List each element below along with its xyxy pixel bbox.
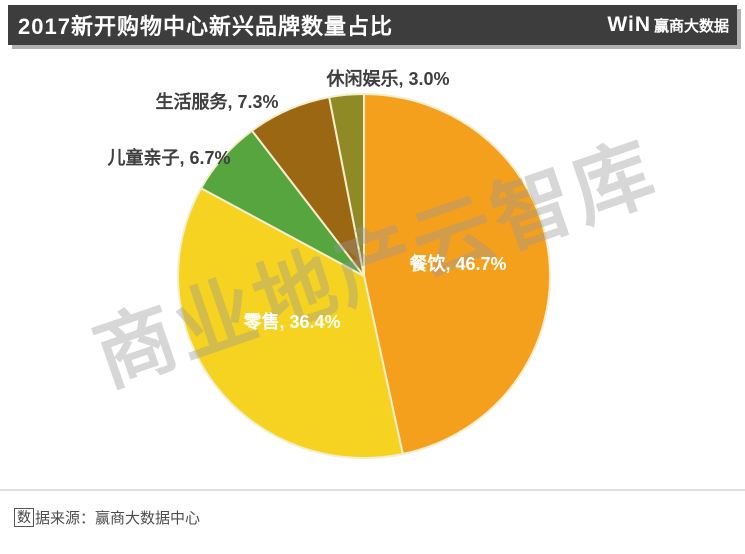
footer-divider [0, 489, 745, 491]
pie-slice-label-0: 餐饮, 46.7% [409, 254, 507, 274]
source-badge-icon: 数 [14, 508, 34, 527]
pie-slice-0 [363, 93, 551, 455]
pie-slice-1 [177, 187, 404, 459]
pie-slice-label-4: 休闲娱乐, 3.0% [326, 69, 450, 89]
header-bar: 2017新开购物中心新兴品牌数量占比 WiN 赢商大数据 [8, 5, 737, 45]
pie-slice-4 [328, 92, 365, 277]
data-source-note: 数 据来源：赢商大数据中心 [14, 507, 200, 528]
pie-slice-label-2: 儿童亲子, 6.7% [107, 148, 231, 168]
page-title: 2017新开购物中心新兴品牌数量占比 [18, 14, 393, 39]
data-source-label: 据来源：赢商大数据中心 [35, 510, 201, 527]
brand-logo: WiN 赢商大数据 [607, 13, 737, 37]
win-logo-icon: WiN [607, 13, 651, 36]
pie-slice-label-3: 生活服务, 7.3% [155, 92, 279, 112]
brand-logo-label: 赢商大数据 [653, 18, 729, 35]
pie-slice-label-1: 零售, 36.4% [243, 312, 341, 332]
